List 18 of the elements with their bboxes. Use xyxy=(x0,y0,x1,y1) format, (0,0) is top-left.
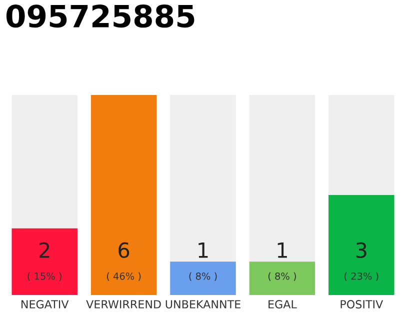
bar xyxy=(170,262,236,295)
annotation: ( 15% ) xyxy=(28,272,62,281)
x-tick-label: POSITIV xyxy=(340,300,384,308)
annotation: ( 23% ) xyxy=(344,272,378,281)
annotation: ( 8% ) xyxy=(268,272,296,281)
annotation: ( 46% ) xyxy=(106,272,141,281)
x-tick-label: EGAL xyxy=(268,300,297,308)
data-label: 2 xyxy=(40,242,50,258)
x-tick-label: VERWIRREND xyxy=(86,300,161,308)
chart-title: 095725885 xyxy=(6,4,194,28)
data-label: 3 xyxy=(356,242,366,258)
bar xyxy=(249,262,316,295)
data-label: 1 xyxy=(198,242,208,258)
x-tick-label: NEGATIV xyxy=(22,300,69,308)
annotation: ( 8% ) xyxy=(189,272,217,281)
data-label: 1 xyxy=(278,242,287,258)
data-label: 6 xyxy=(118,242,130,258)
x-tick-label: UNBEKANNTE xyxy=(166,300,240,308)
